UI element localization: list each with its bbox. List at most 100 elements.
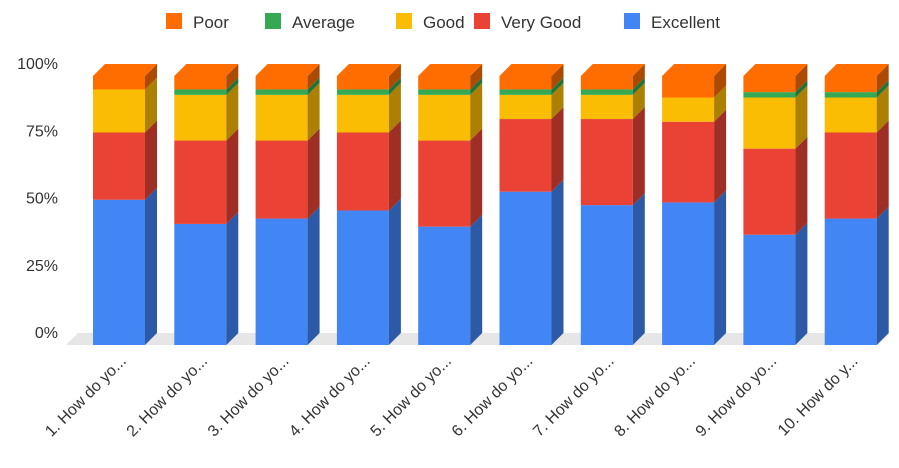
bar-side-good: [388, 82, 401, 133]
bar-side-poor: [714, 64, 727, 98]
bar-segment-very-good: [662, 121, 715, 203]
bar-side-excellent: [551, 179, 564, 345]
x-tick-label: 2. How do yo...: [124, 353, 211, 440]
legend: Poor Average Good Very Good Excellent: [166, 13, 720, 32]
bar-segment-poor: [662, 76, 715, 98]
bar-stack: [743, 64, 808, 345]
bar-side-poor: [470, 64, 483, 90]
bar-segment-poor: [255, 76, 308, 90]
bar-segment-very-good: [743, 148, 796, 235]
bar-side-excellent: [226, 211, 239, 345]
bar-segment-good: [418, 94, 471, 141]
bar-segment-excellent: [824, 218, 877, 345]
bar-side-poor: [145, 64, 157, 90]
bar-side-average: [876, 80, 889, 98]
bar-segment-poor: [174, 76, 227, 90]
bar-side-good: [307, 82, 320, 141]
bar-segment-good: [174, 94, 227, 141]
bar-side-very-good: [795, 136, 808, 235]
legend-swatch-poor: [166, 13, 182, 29]
x-tick-label: 8. How do yo...: [611, 353, 698, 440]
bar-segment-very-good: [336, 132, 389, 211]
bar-segment-average: [499, 89, 552, 95]
bar-segment-poor: [824, 76, 877, 93]
bar-segment-excellent: [255, 218, 308, 345]
legend-label-very-good: Very Good: [501, 13, 581, 32]
bar-segment-very-good: [174, 140, 227, 224]
bar-segment-poor: [336, 76, 389, 90]
bar-side-average: [226, 77, 239, 95]
bar-side-good: [795, 85, 808, 149]
bar-side-good: [145, 77, 157, 133]
bar-side-poor: [632, 64, 645, 90]
bar-stack: [824, 64, 889, 345]
bar-segment-excellent: [174, 223, 227, 345]
y-tick-label: 50%: [26, 191, 58, 208]
bar-stack: [499, 64, 564, 345]
bar-top-poor: [174, 64, 239, 76]
y-tick-label: 75%: [26, 123, 58, 140]
bar-stack: [418, 64, 483, 345]
legend-swatch-very-good: [474, 13, 490, 29]
bar-side-excellent: [795, 222, 808, 345]
bar-side-very-good: [226, 128, 239, 224]
bar-side-average: [388, 77, 401, 95]
bars: [93, 64, 889, 345]
legend-label-good: Good: [423, 13, 465, 32]
bar-segment-excellent: [580, 205, 633, 345]
x-tick-label: 5. How do yo...: [368, 353, 455, 440]
bar-segment-good: [580, 94, 633, 120]
bar-segment-average: [255, 89, 308, 95]
bar-segment-good: [499, 94, 552, 120]
legend-label-average: Average: [292, 13, 355, 32]
bar-top-poor: [824, 64, 889, 76]
x-tick-label: 7. How do yo...: [530, 353, 617, 440]
bar-side-average: [307, 77, 320, 95]
bar-side-good: [714, 85, 727, 122]
bar-top-poor: [418, 64, 483, 76]
bar-segment-excellent: [743, 234, 796, 345]
bar-side-excellent: [876, 206, 889, 345]
bar-segment-good: [93, 89, 145, 133]
bar-segment-poor: [499, 76, 552, 90]
bar-side-excellent: [388, 198, 401, 345]
bar-top-poor: [336, 64, 401, 76]
bar-side-good: [876, 85, 889, 133]
x-axis: 1. How do yo...2. How do yo...3. How do …: [42, 353, 861, 440]
bar-segment-poor: [93, 76, 145, 90]
bar-segment-very-good: [93, 132, 145, 200]
bar-side-excellent: [145, 187, 157, 345]
x-tick-label: 1. How do yo...: [42, 353, 129, 440]
bar-side-poor: [795, 64, 808, 93]
bar-side-excellent: [470, 214, 483, 345]
bar-side-very-good: [632, 107, 645, 206]
bar-side-good: [226, 82, 239, 141]
bar-side-good: [551, 82, 564, 120]
bar-segment-poor: [743, 76, 796, 93]
y-tick-label: 25%: [26, 258, 58, 275]
bar-side-very-good: [470, 128, 483, 227]
bar-top-poor: [93, 64, 157, 76]
bar-side-good: [470, 82, 483, 141]
bar-segment-good: [743, 97, 796, 149]
bar-side-poor: [388, 64, 401, 90]
bar-segment-very-good: [499, 119, 552, 192]
bar-segment-good: [336, 94, 389, 133]
bar-segment-good: [824, 97, 877, 133]
legend-label-excellent: Excellent: [651, 13, 720, 32]
x-tick-label: 6. How do yo...: [449, 353, 536, 440]
bar-side-very-good: [388, 120, 401, 211]
bar-side-excellent: [632, 193, 645, 345]
bar-side-excellent: [307, 206, 320, 345]
bar-side-very-good: [307, 128, 320, 219]
bar-stack: [580, 64, 645, 345]
bar-side-very-good: [714, 109, 727, 203]
bar-side-very-good: [551, 107, 564, 192]
bar-side-excellent: [714, 190, 727, 345]
bar-side-poor: [551, 64, 564, 90]
bar-top-poor: [499, 64, 564, 76]
legend-label-poor: Poor: [193, 13, 229, 32]
bar-top-poor: [580, 64, 645, 76]
